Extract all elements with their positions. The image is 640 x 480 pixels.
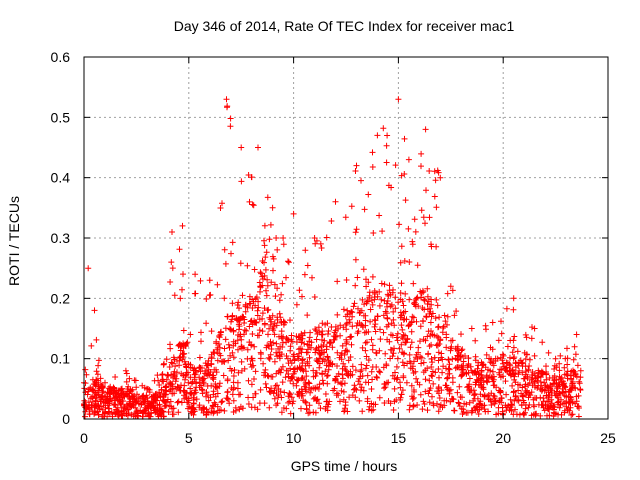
x-tick-label: 25 [600, 430, 616, 446]
ticks: 0 5 10 15 20 25 0 0.1 0.2 0.3 0.4 0.5 0.6 [51, 49, 616, 446]
y-tick-label: 0 [62, 411, 70, 427]
y-tick-label: 0.6 [51, 49, 71, 65]
y-tick-label: 0.4 [51, 170, 71, 186]
y-tick-label: 0.1 [51, 351, 71, 367]
x-tick-label: 10 [286, 430, 302, 446]
y-tick-label: 0.3 [51, 230, 71, 246]
y-tick-label: 0.2 [51, 290, 71, 306]
roti-points [81, 96, 584, 420]
x-tick-label: 0 [80, 430, 88, 446]
y-tick-label: 0.5 [51, 109, 71, 125]
x-axis-label: GPS time / hours [291, 458, 398, 474]
x-tick-label: 20 [495, 430, 511, 446]
x-tick-label: 5 [185, 430, 193, 446]
grid [84, 57, 608, 419]
y-axis-label: ROTI / TECUs [6, 196, 22, 286]
chart-title: Day 346 of 2014, Rate Of TEC Index for r… [174, 18, 515, 34]
x-tick-label: 15 [391, 430, 407, 446]
data-points [81, 96, 584, 420]
